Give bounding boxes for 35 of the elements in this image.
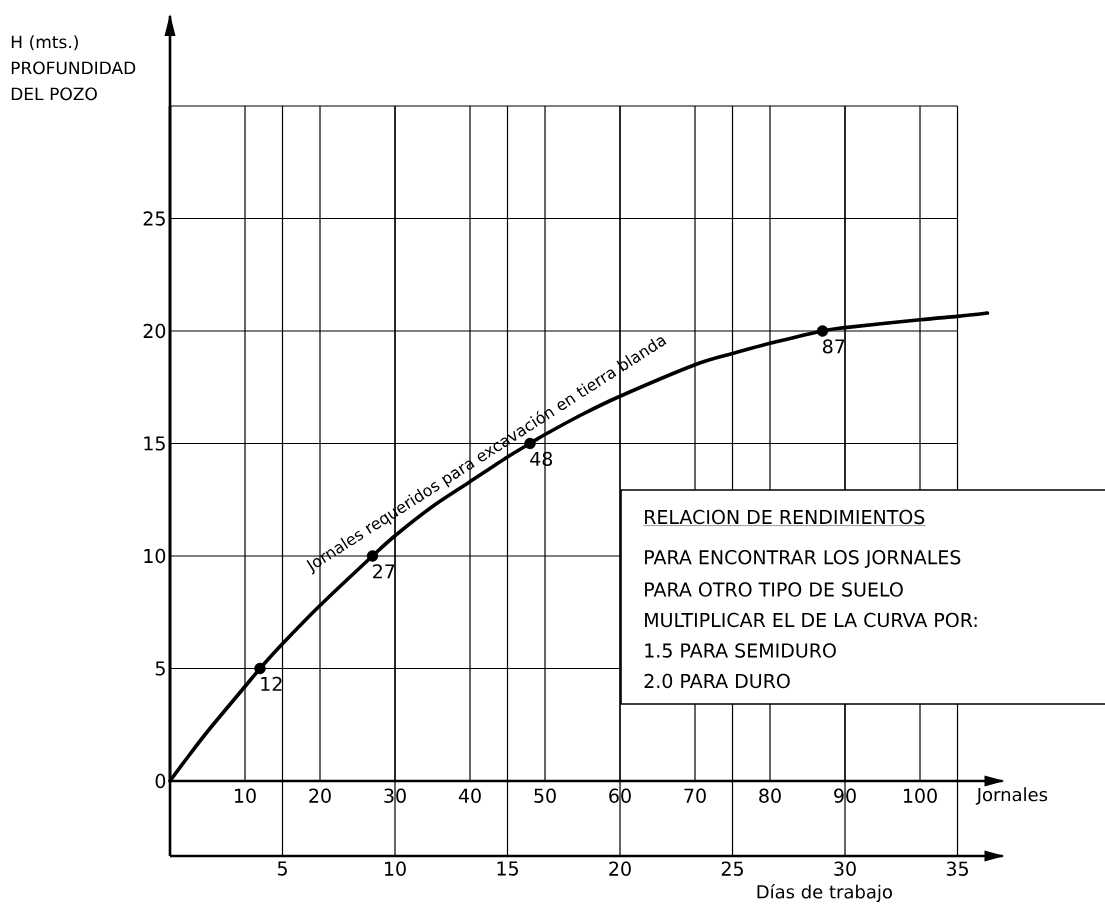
y-tick-label: 10 bbox=[144, 548, 166, 564]
annotation: 12 bbox=[261, 676, 282, 691]
x2-tick-label: 5 bbox=[277, 861, 287, 876]
x2-tick-label: 15 bbox=[497, 861, 518, 876]
annotation: 2.0 PARA DURO bbox=[644, 673, 790, 689]
x-tick-label: 80 bbox=[759, 788, 781, 803]
point bbox=[366, 550, 379, 562]
x2-tick-label: 30 bbox=[834, 861, 856, 876]
point bbox=[816, 325, 829, 337]
y-tick-label: 15 bbox=[144, 436, 165, 451]
annotation: PARA OTRO TIPO DE SUELO bbox=[645, 582, 903, 597]
annotation: 1.5 PARA SEMIDURO bbox=[645, 643, 836, 658]
annotation: 87 bbox=[823, 339, 845, 354]
annotation: MULTIPLICAR EL DE LA CURVA POR: bbox=[645, 612, 977, 628]
y-tick-label: 5 bbox=[155, 661, 165, 676]
annotation: RELACION DE RENDIMIENTOS bbox=[645, 509, 925, 525]
x2-axis-title: Días de trabajo bbox=[757, 883, 892, 903]
x-tick-label: 10 bbox=[235, 788, 256, 803]
y-tick-label: 0 bbox=[155, 773, 166, 789]
x2-tick-label: 10 bbox=[385, 861, 406, 876]
x-axis-title: Jornales bbox=[975, 787, 1048, 805]
x-tick-label: 70 bbox=[684, 788, 706, 803]
x-tick-label: 20 bbox=[309, 788, 331, 803]
x-tick-label: 50 bbox=[534, 788, 556, 803]
annotation: PARA ENCONTRAR LOS JORNALES bbox=[645, 550, 961, 568]
annotation: 27 bbox=[373, 564, 395, 579]
y-axis-title: H (mts.) PROFUNDIDAD DEL POZO bbox=[11, 35, 136, 101]
y-tick-label: 25 bbox=[143, 211, 165, 226]
point bbox=[254, 662, 266, 675]
x2-tick-label: 35 bbox=[946, 861, 968, 876]
x2-tick-label: 20 bbox=[609, 861, 631, 876]
x-tick-label: 40 bbox=[458, 788, 481, 803]
y-tick-label: 20 bbox=[143, 323, 166, 339]
x2-tick-label: 25 bbox=[721, 861, 743, 876]
x-tick-label: 100 bbox=[903, 788, 937, 803]
